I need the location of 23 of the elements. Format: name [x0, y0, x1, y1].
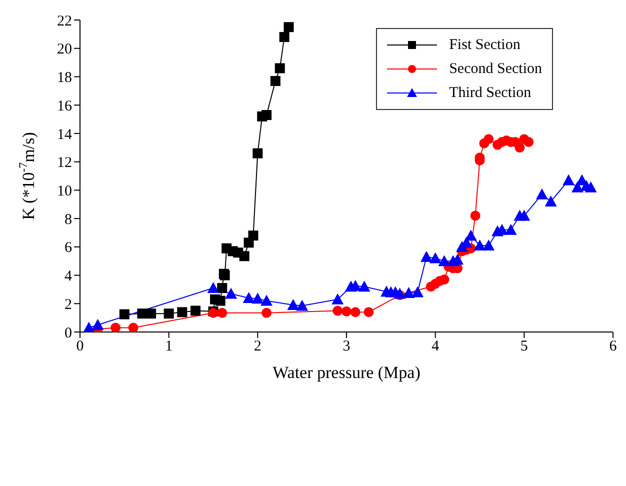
x-tick-label: 5 [520, 338, 528, 355]
x-tick-label: 1 [165, 338, 173, 355]
legend-label: Third Section [449, 84, 532, 102]
y-tick-label: 20 [57, 42, 72, 58]
y-tick-label: 4 [64, 268, 72, 285]
y-tick-label: 2 [64, 296, 72, 313]
x-tick-label: 2 [254, 338, 262, 355]
y-tick-label: 10 [57, 184, 72, 200]
x-tick-label: 3 [342, 338, 350, 355]
y-tick-label: 22 [57, 13, 72, 30]
y-tick-label: 0 [64, 325, 72, 342]
legend-label: Fist Section [449, 36, 520, 54]
y-tick-label: 18 [57, 70, 72, 86]
y-tick-label: 8 [64, 212, 72, 228]
y-tick-label: 16 [57, 98, 72, 114]
y-tick-label: 6 [64, 240, 72, 256]
x-tick-label: 0 [76, 338, 84, 355]
x-tick-label: 4 [432, 338, 440, 355]
y-tick-label: 12 [57, 155, 72, 172]
x-axis-title: Water pressure (Mpa) [272, 363, 420, 382]
x-tick-label: 6 [609, 338, 618, 355]
legend-label: Second Section [449, 60, 542, 78]
y-tick-label: 14 [57, 126, 72, 143]
